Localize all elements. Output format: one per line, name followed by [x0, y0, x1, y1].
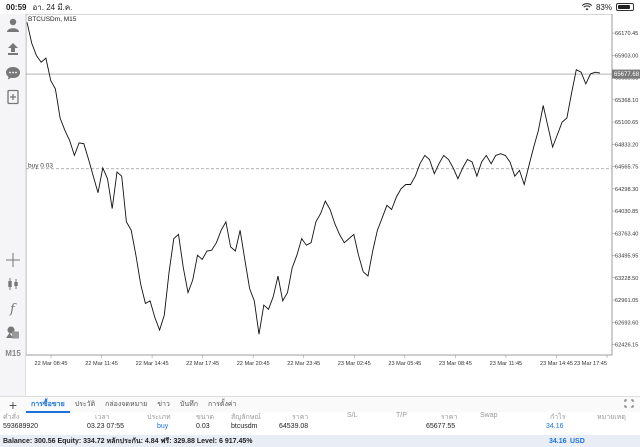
price-chart[interactable]: 66170.45 65903.00 65635.58 65368.10 65100.65… [26, 14, 640, 386]
account-summary-bar: Balance: 300.56 Equity: 334.72 หลักประกั… [0, 435, 640, 447]
x-tick-label: 23 Mar 08:45 [439, 361, 472, 367]
chart-plot-frame [26, 14, 613, 356]
candlestick-icon[interactable] [4, 275, 22, 293]
x-tick-label: 23 Mar 17:45 [574, 361, 607, 367]
x-tick-label: 22 Mar 17:45 [186, 361, 219, 367]
col-tp: T/P [396, 412, 407, 419]
currency-label: USD [570, 437, 585, 445]
y-tick-label: 66170.45 [615, 31, 638, 37]
chart-canvas: 66170.45 65903.00 65635.58 65368.10 65100.65… [26, 14, 640, 367]
battery-icon [616, 3, 634, 11]
col-time: เวลา [95, 414, 110, 421]
y-tick-label: 62961.05 [615, 298, 638, 304]
col-symbol: สัญลักษณ์ [231, 414, 261, 421]
expand-icon[interactable] [624, 399, 634, 410]
left-toolbar: f M15 [0, 14, 26, 397]
chart-title: BTCUSDm, M15 [28, 16, 77, 23]
current-price-tag-text: 65677.68 [614, 72, 640, 78]
order-line-label: buy 0.03 [28, 162, 53, 169]
y-tick-label: 63228.50 [615, 276, 638, 282]
table-row[interactable]: 593689920 03.23 07:55 buy 0.03 btcusdm 6… [0, 423, 640, 435]
status-bar: 00:59 อา. 24 มี.ค. 83% [0, 0, 640, 14]
order-size: 0.03 [196, 423, 210, 430]
col-sl: S/L [347, 412, 358, 419]
orders-table-header: คำสั่ง เวลา ประเภท ขนาด สัญลักษณ์ ราคา S… [0, 412, 640, 423]
chat-icon[interactable] [4, 64, 22, 82]
order-id: 593689920 [3, 423, 39, 430]
price-axis: 66170.45 65903.00 65635.58 65368.10 65100.65… [612, 31, 638, 349]
tab-news[interactable]: ข่าว [157, 400, 170, 408]
status-date: อา. 24 มี.ค. [32, 2, 73, 12]
tab-journal[interactable]: บันทึก [179, 400, 198, 408]
col-size: ขนาด [196, 414, 215, 421]
x-tick-label: 22 Mar 11:45 [85, 361, 118, 367]
tab-settings[interactable]: การตั้งค่า [207, 400, 237, 408]
account-summary: Balance: 300.56 Equity: 334.72 หลักประกั… [3, 437, 253, 445]
bottom-tabs: + การซื้อขาย ประวัติ กล่องจดหมาย ข่าว บั… [0, 396, 640, 413]
current-price-tag [612, 69, 640, 79]
y-tick-label: 65635.58 [615, 76, 638, 82]
svg-text:f: f [9, 302, 17, 316]
trade-icon[interactable] [4, 40, 22, 58]
y-tick-label: 63763.40 [615, 231, 638, 237]
x-tick-label: 22 Mar 14:45 [136, 361, 169, 367]
order-symbol: btcusdm [231, 423, 258, 430]
col-current-price: ราคา [441, 414, 458, 421]
new-document-icon[interactable] [4, 88, 22, 106]
y-tick-label: 62426.15 [615, 343, 638, 349]
y-tick-label: 65100.65 [615, 120, 638, 126]
time-axis: 22 Mar 08:45 22 Mar 11:45 22 Mar 14:45 22 M… [35, 355, 608, 367]
y-tick-label: 65368.10 [615, 98, 638, 104]
add-icon[interactable]: + [8, 396, 18, 413]
total-profit: 34.16 [549, 437, 567, 445]
tab-history[interactable]: ประวัติ [74, 400, 96, 408]
tab-mailbox[interactable]: กล่องจดหมาย [105, 400, 148, 408]
status-time: 00:59 [6, 2, 27, 12]
x-tick-label: 23 Mar 11:45 [490, 361, 523, 367]
y-tick-label: 65903.00 [615, 53, 638, 59]
col-profit: กำไร [550, 414, 566, 421]
price-series-line [26, 22, 601, 335]
x-tick-label: 22 Mar 08:45 [35, 361, 68, 367]
account-icon[interactable] [4, 16, 22, 34]
col-type: ประเภท [147, 414, 171, 421]
y-tick-label: 64030.85 [615, 209, 638, 215]
wifi-icon [581, 3, 592, 11]
indicators-icon[interactable]: f [4, 299, 22, 317]
x-tick-label: 23 Mar 02:45 [338, 361, 371, 367]
battery-fill [618, 5, 630, 9]
order-profit: 34.16 [546, 423, 564, 430]
col-comment: หมายเหตุ [597, 414, 626, 421]
objects-icon[interactable] [4, 323, 22, 341]
tab-trade[interactable]: การซื้อขาย [26, 397, 70, 413]
order-current-price: 65677.55 [426, 423, 456, 430]
y-tick-label: 64565.75 [615, 165, 638, 171]
timeframe-label[interactable]: M15 [5, 349, 21, 358]
col-price: ราคา [292, 414, 309, 421]
x-tick-label: 22 Mar 20:45 [237, 361, 270, 367]
y-tick-label: 63495.95 [615, 254, 638, 260]
col-swap: Swap [480, 412, 498, 419]
battery-percent: 83% [595, 2, 612, 12]
y-tick-label: 64298.30 [615, 187, 638, 193]
crosshair-icon[interactable] [4, 251, 22, 269]
x-tick-label: 23 Mar 14:45 [540, 361, 573, 367]
order-time: 03.23 07:55 [87, 423, 124, 430]
y-tick-label: 64833.20 [615, 142, 638, 148]
order-type: buy [157, 423, 169, 430]
x-tick-label: 22 Mar 23:45 [287, 361, 320, 367]
order-open-price: 64539.08 [279, 423, 309, 430]
x-tick-label: 23 Mar 05:45 [388, 361, 421, 367]
col-order: คำสั่ง [3, 414, 20, 421]
y-tick-label: 62693.60 [615, 320, 638, 326]
